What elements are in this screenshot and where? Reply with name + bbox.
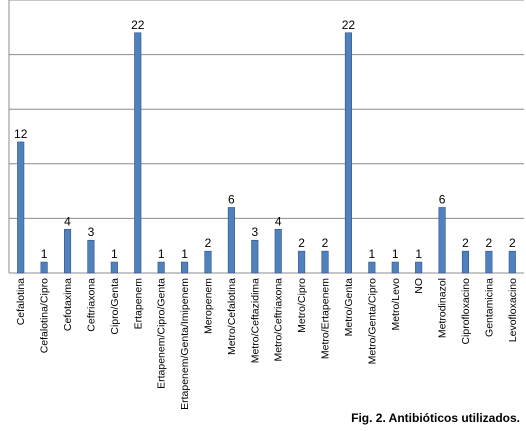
category-label: Cefalotina [15,278,27,325]
category-label: Ertapenem [132,278,144,330]
data-label: 4 [64,214,71,228]
data-label: 22 [131,18,145,32]
bar [274,229,282,274]
category-label: NO [413,278,425,294]
bar [368,261,376,274]
data-label: 2 [298,236,305,250]
bar [485,250,493,274]
category-label: Meropenem [202,278,214,334]
category-label: Metro/Ceftazidima [249,278,261,363]
bar [63,229,72,274]
data-label: 1 [415,247,422,261]
category-label: Metro/Genta/Cipro [366,278,378,365]
bar [391,261,399,274]
category-label: Gentamicina [483,278,495,337]
category-label: Metrodinazol [437,278,449,338]
data-label: 6 [439,192,446,206]
bar [438,207,446,274]
bar [321,250,329,274]
data-label: 1 [181,247,188,261]
data-label: 1 [41,247,48,261]
category-label: Metro/Cipro [296,278,308,333]
bar [134,32,142,274]
category-label: Metro/Genta [343,278,355,337]
bar [204,250,212,274]
data-label: 3 [88,225,95,239]
category-label: Ceftriaxona [85,278,97,332]
bar [508,250,516,274]
bar [40,261,48,274]
data-label: 2 [509,236,516,250]
bar [157,261,165,274]
data-label: 3 [251,225,258,239]
data-label: 2 [462,236,469,250]
bar [461,250,470,274]
bar [181,261,189,274]
data-label: 22 [342,18,356,32]
category-label: Ertapenem/Genta/Imipenem [179,278,191,410]
category-label: Cipro/Genta [109,278,121,335]
bar [344,32,352,274]
data-label: 1 [368,247,375,261]
data-label: 2 [486,236,493,250]
figure-caption: Fig. 2. Antibióticos utilizados. [351,411,520,425]
bar [227,207,235,274]
bars [17,32,516,274]
bar [415,261,423,274]
gridlines [9,0,524,219]
category-label: Ciprofloxacino [460,278,472,345]
category-label: Cefotaxima [62,278,74,331]
data-label: 1 [111,247,118,261]
bar [87,239,95,274]
category-label: Ertapenem/Cipro/Genta [156,278,168,389]
data-label: 4 [275,214,282,228]
category-label: Metro/Levo [390,278,402,331]
data-label: 6 [228,192,235,206]
bar [298,250,306,274]
data-label: 12 [14,127,28,141]
category-label: Metro/Ertapenem [320,278,332,359]
bar [251,239,259,274]
category-label: Levofloxacino [507,278,519,342]
category-labels: Cefalotina Cefalotina/Cipro Cefotaxima Ceft… [15,278,519,410]
data-label: 2 [322,236,329,250]
category-label: Metro/Ceftriaxona [273,278,285,362]
category-label: Cefalotina/Cipro [39,278,51,353]
data-label: 2 [205,236,212,250]
data-label: 1 [392,247,399,261]
data-label: 1 [158,247,165,261]
bar [17,141,25,274]
category-label: Metro/Cefalotina [226,278,238,355]
bar [110,261,118,274]
